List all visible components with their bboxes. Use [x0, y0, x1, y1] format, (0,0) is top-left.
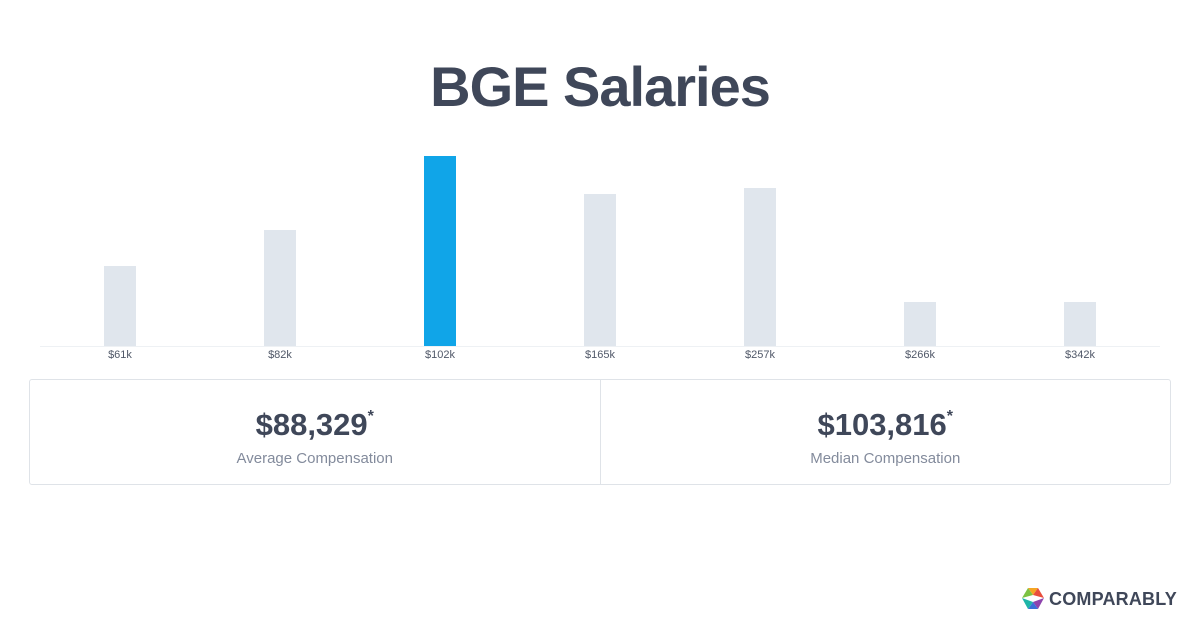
x-tick-label-4: $257k: [745, 349, 775, 361]
x-tick-label-6: $342k: [1065, 349, 1095, 361]
average-compensation-stat: $88,329* Average Compensation: [30, 380, 600, 484]
x-tick-label-1: $82k: [268, 349, 292, 361]
page-title: BGE Salaries: [430, 55, 771, 118]
average-compensation-asterisk: *: [367, 408, 374, 425]
bar-2: [424, 156, 456, 346]
x-tick-label-2: $102k: [425, 349, 455, 361]
comparably-logo: COMPARABLY: [1020, 586, 1177, 612]
bar-4: [744, 188, 776, 346]
compensation-stats: $88,329* Average Compensation $103,816* …: [29, 379, 1171, 485]
bar-6: [1064, 302, 1096, 346]
average-compensation-label: Average Compensation: [236, 450, 394, 467]
comparably-logo-icon: [1022, 588, 1044, 609]
x-tick-label-3: $165k: [585, 349, 615, 361]
salary-distribution-chart: $61k $82k $102k $165k $257k $266k $342k: [40, 156, 1160, 361]
bar-0: [104, 266, 136, 346]
comparably-logo-text: COMPARABLY: [1049, 588, 1178, 609]
median-compensation-value-line: $103,816*: [601, 406, 1171, 444]
bar-5: [904, 302, 936, 346]
average-compensation-value-line: $88,329*: [30, 406, 600, 444]
median-compensation-label: Median Compensation: [810, 450, 961, 467]
median-compensation-asterisk: *: [946, 408, 954, 425]
median-compensation-value: $103,816: [817, 407, 947, 442]
x-tick-label-0: $61k: [108, 349, 132, 361]
median-compensation-stat: $103,816* Median Compensation: [599, 380, 1171, 484]
average-compensation-value: $88,329: [255, 407, 368, 442]
bar-3: [584, 194, 616, 346]
bar-1: [264, 230, 296, 346]
x-tick-label-5: $266k: [905, 349, 935, 361]
